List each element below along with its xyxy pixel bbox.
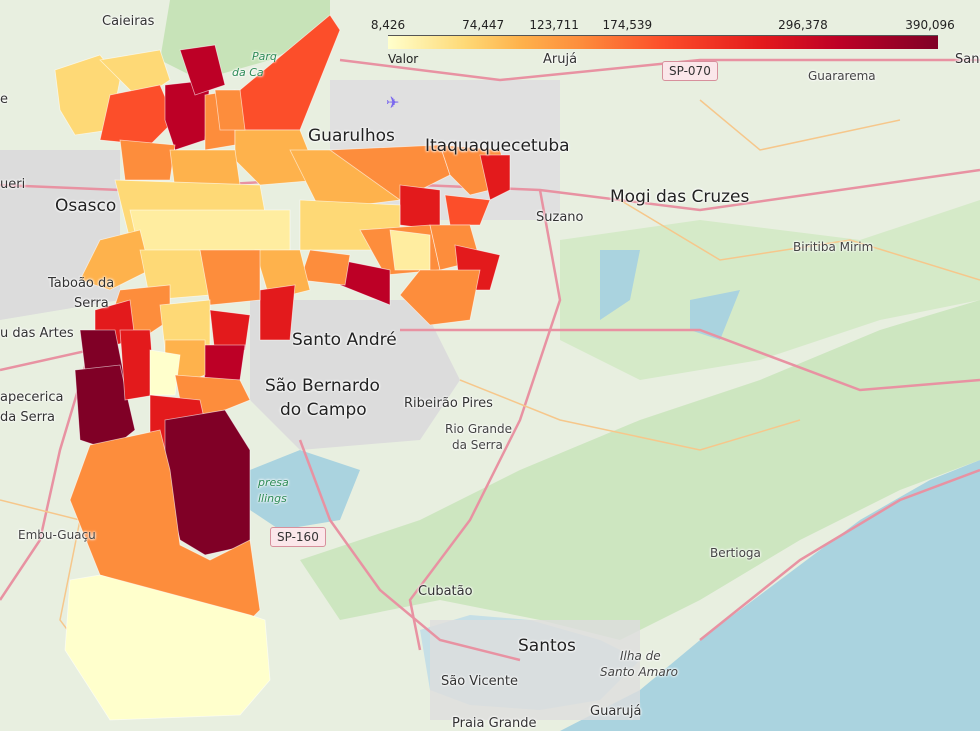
legend-caption: Valor — [388, 52, 419, 66]
place-label-serra-2: da Serra — [0, 410, 56, 425]
choropleth-layer — [54, 14, 511, 721]
minor-roads — [0, 99, 980, 701]
place-label-praia-grande: Praia Grande — [452, 716, 537, 731]
place-label-taboao: Taboão da — [48, 276, 115, 291]
place-label-guarulhos: Guarulhos — [308, 126, 395, 146]
place-label-ilha-2: Santo Amaro — [600, 665, 678, 679]
place-label-e: e — [0, 92, 8, 107]
district — [254, 249, 311, 301]
color-legend: 8,426 74,447 123,711 174,539 296,378 390,096 … — [370, 18, 955, 68]
place-label-represa-2: llings — [258, 492, 287, 505]
district — [444, 194, 491, 226]
district — [129, 209, 291, 256]
reservoir-2 — [600, 250, 640, 320]
place-label-guaruja: Guarujá — [590, 704, 642, 719]
legend-tick-1: 74,447 — [462, 18, 505, 32]
forest-east — [560, 200, 980, 380]
place-label-santa: Sant — [955, 52, 980, 67]
place-label-sbc: São Bernardo — [265, 376, 380, 396]
place-label-embu-artes: u das Artes — [0, 326, 74, 341]
district — [149, 349, 181, 396]
place-label-cubatao: Cubatão — [418, 584, 473, 599]
airport-icon: ✈ — [386, 93, 400, 112]
place-label-represa: presa — [258, 476, 289, 489]
district — [79, 229, 151, 291]
urban-abc — [250, 300, 460, 450]
legend-tick-3: 174,539 — [602, 18, 653, 32]
district — [389, 229, 431, 271]
road-shield-sp070: SP-070 — [662, 61, 718, 81]
place-label-embu-guacu: Embu-Guaçu — [18, 528, 96, 542]
serra-do-mar-forest — [300, 300, 980, 640]
reservoir-3 — [690, 290, 740, 340]
place-label-park-2: da Ca — [232, 66, 264, 79]
legend-tick-0: 8,426 — [370, 18, 406, 32]
district — [214, 89, 246, 131]
place-label-caieiras: Caieiras — [102, 14, 155, 29]
district — [199, 344, 246, 381]
place-label-biritiba: Biritiba Mirim — [793, 240, 874, 254]
place-label-suzano: Suzano — [536, 210, 584, 225]
place-label-itaquaquecetuba: Itaquaquecetuba — [425, 136, 570, 156]
place-label-mogi: Mogi das Cruzes — [610, 187, 750, 207]
place-label-santos: Santos — [518, 636, 576, 656]
place-label-barueri: ueri — [0, 177, 26, 192]
district — [199, 249, 261, 306]
district — [399, 184, 441, 231]
reservoir — [250, 450, 360, 530]
district — [399, 269, 481, 326]
legend-tick-5: 390,096 — [905, 18, 955, 32]
district — [479, 154, 511, 201]
place-label-sao-vicente: São Vicente — [441, 674, 519, 689]
road-shield-sp160: SP-160 — [270, 527, 326, 547]
district — [259, 284, 296, 341]
urban-west — [0, 150, 120, 320]
legend-tick-4: 296,378 — [778, 18, 828, 32]
place-label-aruja: Arujá — [543, 52, 578, 67]
place-label-ilha: Ilha de — [620, 649, 661, 663]
district — [179, 44, 226, 96]
district — [69, 429, 261, 621]
place-label-sbc-2: do Campo — [280, 400, 367, 420]
place-label-ribeirao: Ribeirão Pires — [404, 396, 493, 411]
urban-santos — [430, 620, 640, 720]
place-label-bertioga: Bertioga — [710, 546, 761, 560]
legend-color-bar — [388, 35, 938, 49]
place-label-park: Parq — [252, 50, 277, 63]
district — [209, 309, 251, 356]
district — [119, 139, 176, 181]
district — [64, 574, 271, 721]
place-label-guararema: Guararema — [808, 69, 876, 83]
place-label-rio-grande-2: da Serra — [452, 438, 503, 452]
place-label-osasco: Osasco — [55, 196, 117, 216]
district — [99, 84, 176, 146]
ocean — [560, 460, 980, 731]
place-label-rio-grande: Rio Grande — [445, 422, 513, 436]
legend-tick-2: 123,711 — [529, 18, 579, 32]
place-label-itapecerica: apecerica — [0, 390, 64, 405]
place-label-serra: Serra — [74, 296, 109, 311]
place-label-santo-andre: Santo André — [292, 330, 397, 350]
